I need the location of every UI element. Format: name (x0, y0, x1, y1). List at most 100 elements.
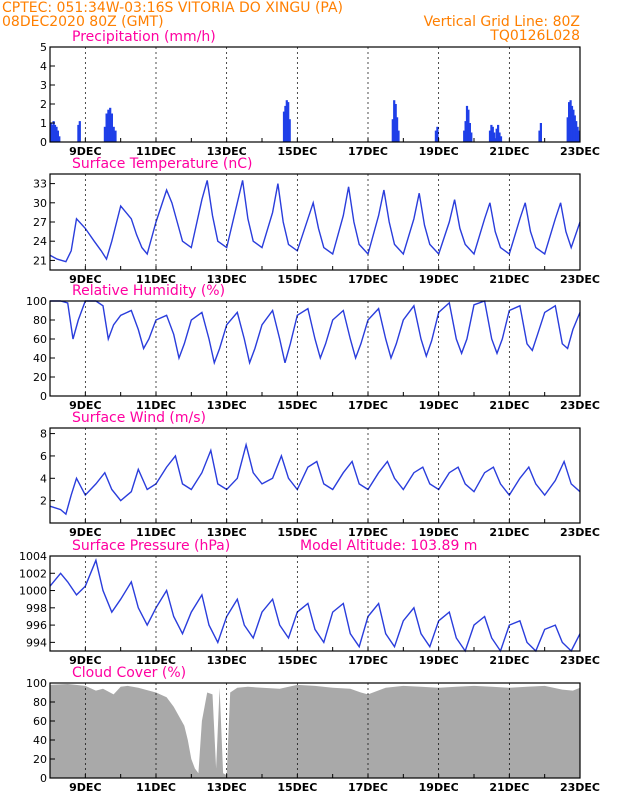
panel-frame-temp (49, 173, 581, 271)
y-tick-label: 8 (40, 428, 47, 441)
precip-bar (52, 121, 55, 142)
precip-bar (495, 128, 498, 142)
precip-bar (397, 130, 400, 142)
precip-bar (569, 100, 572, 142)
y-tick-label: 4 (40, 60, 47, 73)
precip-bar (491, 126, 494, 142)
panel-frame-rh (49, 300, 581, 397)
y-tick-label: 100 (26, 677, 47, 690)
header-station: CPTEC: 051:34W-03:16S VITORIA DO XINGU (… (2, 0, 343, 16)
precip-bar (568, 102, 571, 142)
precip-bar (572, 109, 575, 142)
panel-title-cloud: Cloud Cover (%) (72, 665, 186, 681)
pressure-series-line (49, 558, 581, 653)
y-tick-label: 5 (40, 41, 47, 54)
x-tick-label: 17DEC (348, 781, 388, 794)
precip-bar (463, 130, 466, 142)
panel-precip: Precipitation (mm/h) 9DEC 11DEC 13DEC 15DEC 1… (40, 29, 600, 158)
x-tick-label: 9DEC (69, 399, 101, 412)
precip-bar (110, 113, 113, 142)
x-tick-label: 23DEC (560, 654, 600, 667)
y-tick-label: 4 (40, 472, 47, 485)
precip-bar (393, 100, 396, 142)
y-tick-label: 0 (40, 390, 47, 403)
panels-container: Precipitation (mm/h) 9DEC 11DEC 13DEC 15DEC 1… (19, 29, 600, 794)
panel-frame-pressure (49, 555, 581, 652)
panel-temp: Surface Temperature (nC) 9DEC 11DEC 13DEC 15… (33, 156, 600, 286)
precip-bar (49, 123, 52, 142)
y-tick-label: 0 (40, 772, 47, 785)
precip-bar (434, 130, 437, 142)
x-tick-label: 9DEC (69, 145, 101, 158)
panel-annotation-pressure: Model Altitude: 103.89 m (300, 538, 477, 554)
header-run-time: 08DEC2020 80Z (GMT) (2, 14, 164, 30)
y-tick-label: 80 (33, 314, 47, 327)
x-tick-label: 17DEC (348, 399, 388, 412)
precip-bar (394, 104, 397, 142)
precip-bar (488, 130, 492, 142)
x-tick-label: 21DEC (489, 273, 529, 286)
x-tick-label: 15DEC (277, 526, 317, 539)
y-tick-label: 2 (40, 98, 47, 111)
panel-frame-precip (49, 46, 581, 143)
precip-bar (77, 124, 80, 142)
x-tick-label: 21DEC (489, 526, 529, 539)
wind-series-line (49, 442, 581, 516)
precip-bar (56, 130, 59, 142)
x-tick-label: 13DEC (207, 145, 247, 158)
x-tick-label: 21DEC (489, 145, 529, 158)
x-tick-label: 21DEC (489, 399, 529, 412)
precip-bar (284, 105, 287, 142)
panel-rh: Relative Humidity (%) 9DEC 11DEC 13DEC 15DEC… (26, 283, 600, 412)
y-tick-label: 60 (33, 333, 47, 346)
header-model: TQ0126L028 (489, 28, 580, 44)
y-tick-label: 0 (40, 136, 47, 149)
y-tick-label: 6 (40, 450, 47, 463)
x-tick-label: 19DEC (419, 273, 459, 286)
precip-bar (114, 130, 117, 142)
precip-bar (103, 126, 106, 142)
x-tick-label: 13DEC (207, 654, 247, 667)
header-grid-line-note: Vertical Grid Line: 80Z (424, 14, 580, 30)
y-tick-label: 80 (33, 696, 47, 709)
y-tick-label: 27 (33, 216, 47, 229)
y-tick-label: 24 (33, 235, 47, 248)
panel-title-temp: Surface Temperature (nC) (72, 156, 253, 172)
precip-bar (499, 136, 503, 142)
precip-bar (287, 102, 290, 142)
x-tick-label: 19DEC (419, 781, 459, 794)
x-tick-label: 23DEC (560, 399, 600, 412)
precip-bar (577, 130, 581, 142)
panel-cloud: Cloud Cover (%) 9DEC 11DEC 13DEC 15DEC 17DEC 1… (26, 665, 600, 794)
precip-bar (575, 121, 578, 142)
panel-title-precip: Precipitation (mm/h) (72, 29, 216, 45)
x-tick-label: 15DEC (277, 273, 317, 286)
x-tick-label: 17DEC (348, 654, 388, 667)
y-tick-label: 33 (33, 178, 47, 191)
x-tick-label: 21DEC (489, 781, 529, 794)
y-tick-label: 1004 (19, 550, 47, 563)
precip-bar (566, 117, 569, 142)
y-tick-label: 998 (26, 602, 47, 615)
x-tick-label: 23DEC (560, 781, 600, 794)
precip-bar (391, 119, 394, 142)
x-tick-label: 19DEC (419, 399, 459, 412)
precip-bar (493, 132, 496, 142)
x-tick-label: 9DEC (69, 526, 101, 539)
x-tick-label: 23DEC (560, 273, 600, 286)
x-tick-label: 17DEC (348, 145, 388, 158)
panel-title-wind: Surface Wind (m/s) (72, 410, 206, 426)
x-tick-label: 11DEC (136, 145, 176, 158)
precip-bar (465, 105, 469, 142)
x-tick-label: 9DEC (69, 781, 101, 794)
precip-bar (538, 130, 541, 142)
y-tick-label: 996 (26, 619, 47, 632)
precip-bar (58, 136, 61, 142)
x-tick-label: 11DEC (136, 526, 176, 539)
x-tick-label: 13DEC (207, 526, 247, 539)
precip-bar (51, 124, 54, 142)
rh-series-line (50, 300, 581, 366)
x-tick-label: 17DEC (348, 273, 388, 286)
x-tick-label: 19DEC (419, 526, 459, 539)
